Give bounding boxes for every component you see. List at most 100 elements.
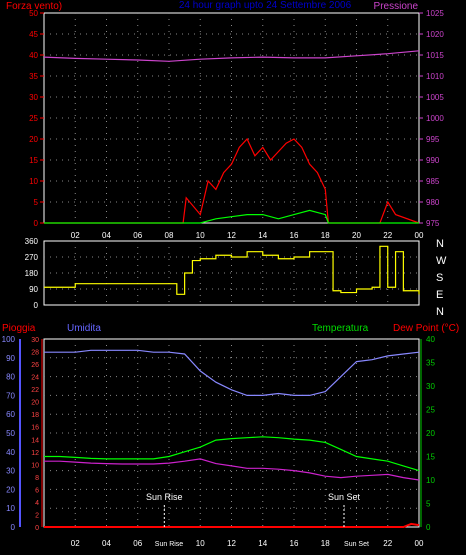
pressure-tick-label: 1005	[426, 93, 444, 102]
time-tick-label: 02	[71, 231, 80, 240]
rain-tick-label: 6	[35, 487, 39, 494]
temperature-tick-label: 5	[426, 500, 431, 509]
temperature-tick-label: 35	[426, 359, 435, 368]
humidity-tick-label: 100	[2, 335, 16, 344]
wind-tick-label: 30	[29, 93, 38, 102]
rain-tick-label: 14	[31, 437, 39, 444]
rain-tick-label: 10	[31, 462, 39, 469]
bottom-time-tick-label: 14	[258, 539, 267, 548]
pressure-tick-label: 1015	[426, 51, 444, 60]
time-tick-label: 00	[415, 231, 424, 240]
compass-label: N	[436, 306, 444, 318]
time-tick-label: 06	[133, 231, 142, 240]
pressure-tick-label: 990	[426, 156, 440, 165]
rain-tick-label: 26	[31, 362, 39, 369]
bottom-time-tick-label: 22	[383, 539, 392, 548]
bottom-time-tick-label: 12	[227, 539, 236, 548]
time-tick-label: 20	[352, 231, 361, 240]
wind-tick-label: 45	[29, 30, 38, 39]
humidity-tick-label: 10	[6, 504, 15, 513]
bottom-time-tick-label: 00	[415, 539, 424, 548]
direction-tick-label: 90	[29, 285, 38, 294]
humidity-tick-label: 90	[6, 354, 15, 363]
time-tick-label: 04	[102, 231, 111, 240]
wind-tick-label: 40	[29, 51, 38, 60]
temperature-tick-label: 15	[426, 453, 435, 462]
temperature-tick-label: 25	[426, 406, 435, 415]
direction-tick-label: 270	[25, 253, 39, 262]
pressure-tick-label: 985	[426, 177, 440, 186]
rain-tick-label: 4	[35, 500, 39, 507]
rain-tick-label: 22	[31, 387, 39, 394]
temperature-axis-label: Temperatura	[312, 323, 369, 334]
rain-axis-label: Pioggia	[2, 323, 36, 334]
rain-tick-label: 0	[35, 525, 39, 532]
wind-axis-label: Forza vento)	[6, 1, 62, 12]
axes: 0510152025303540455097598098599099510001…	[2, 9, 447, 548]
temperature-tick-label: 0	[426, 523, 431, 532]
bottom-time-tick-label: Sun Rise	[155, 541, 184, 548]
time-tick-label: 12	[227, 231, 236, 240]
humidity-tick-label: 50	[6, 429, 15, 438]
compass-label: E	[436, 289, 443, 301]
bottom-time-tick-label: 10	[196, 539, 205, 548]
dew-point-axis-label: Dew Point (°C)	[393, 323, 459, 334]
pressure-tick-label: 1010	[426, 72, 444, 81]
time-tick-label: 16	[290, 231, 299, 240]
temperature-tick-label: 30	[426, 382, 435, 391]
rain-tick-label: 18	[31, 412, 39, 419]
grids	[44, 13, 419, 527]
wind-tick-label: 10	[29, 177, 38, 186]
bottom-time-tick-label: 16	[290, 539, 299, 548]
rain-tick-label: 8	[35, 475, 39, 482]
wind-tick-label: 5	[34, 198, 39, 207]
direction-tick-label: 360	[25, 237, 39, 246]
humidity-line	[44, 349, 420, 396]
rain-tick-label: 2	[35, 512, 39, 519]
pressure-line	[43, 50, 420, 62]
series	[43, 50, 420, 528]
time-tick-label: 22	[383, 231, 392, 240]
pressure-tick-label: 1020	[426, 30, 444, 39]
wind-tick-label: 20	[29, 135, 38, 144]
wind-tick-label: 50	[29, 9, 38, 18]
rain-tick-label: 28	[31, 350, 39, 357]
rain-tick-label: 16	[31, 425, 39, 432]
temperature-tick-label: 20	[426, 429, 435, 438]
bottom-time-tick-label: 02	[71, 539, 80, 548]
wind-direction-line	[44, 245, 420, 295]
humidity-tick-label: 0	[11, 523, 16, 532]
compass-label: S	[436, 272, 443, 284]
rain-tick-label: 30	[31, 337, 39, 344]
direction-tick-label: 180	[25, 269, 39, 278]
time-tick-label: 10	[196, 231, 205, 240]
compass-label: W	[436, 255, 447, 267]
wind-average-line	[44, 209, 419, 224]
humidity-tick-label: 30	[6, 467, 15, 476]
time-tick-label: 18	[321, 231, 330, 240]
rain-tick-label: 12	[31, 450, 39, 457]
wind-tick-label: 25	[29, 114, 38, 123]
sun-rise-label: Sun Rise	[146, 492, 183, 502]
pressure-tick-label: 1025	[426, 9, 444, 18]
rain-line	[44, 522, 420, 528]
bottom-time-tick-label: 18	[321, 539, 330, 548]
humidity-tick-label: 70	[6, 391, 15, 400]
pressure-tick-label: 975	[426, 219, 440, 228]
wind-tick-label: 35	[29, 72, 38, 81]
wind-tick-label: 0	[34, 219, 39, 228]
chart-title: 24 hour graph upto 24 Settembre 2006	[179, 0, 352, 11]
sun-set-label: Sun Set	[328, 492, 361, 502]
humidity-tick-label: 40	[6, 448, 15, 457]
compass-label: N	[436, 238, 444, 250]
time-tick-label: 14	[258, 231, 267, 240]
temperature-tick-label: 40	[426, 335, 435, 344]
dew-point-line	[44, 458, 420, 481]
humidity-axis-label: Umidita	[67, 323, 101, 334]
temperature-line	[44, 436, 420, 472]
pressure-tick-label: 995	[426, 135, 440, 144]
humidity-tick-label: 80	[6, 373, 15, 382]
pressure-axis-label: Pressione	[374, 1, 419, 12]
rain-tick-label: 20	[31, 400, 39, 407]
